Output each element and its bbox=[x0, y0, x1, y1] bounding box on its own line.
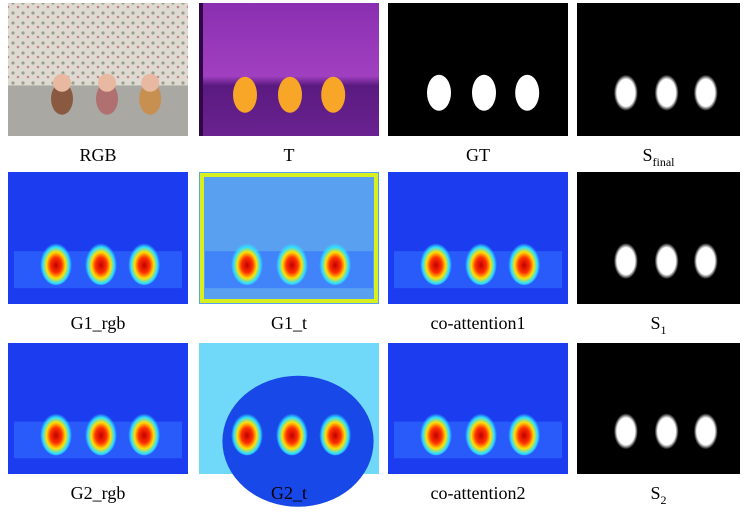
image bbox=[577, 3, 740, 136]
heat-blob bbox=[319, 241, 351, 285]
image-bg bbox=[199, 3, 379, 136]
figure-head bbox=[98, 74, 116, 92]
heat-blob bbox=[85, 241, 117, 285]
image bbox=[388, 343, 568, 474]
image bbox=[8, 3, 188, 136]
caption-text: T bbox=[284, 145, 295, 165]
object-mask bbox=[614, 75, 638, 111]
object-mask bbox=[694, 243, 718, 279]
image bbox=[8, 172, 188, 304]
object-mask bbox=[472, 75, 496, 111]
object-mask bbox=[614, 243, 638, 279]
heat-blob bbox=[420, 411, 452, 455]
figure: RGBTGTSfinalG1_rgbG1_tco-attention1S1G2_… bbox=[0, 0, 747, 514]
heat-blob bbox=[276, 411, 308, 455]
heat-blob bbox=[420, 241, 452, 285]
heat-blob bbox=[276, 241, 308, 285]
object-mask bbox=[427, 75, 451, 111]
image bbox=[388, 172, 568, 304]
image bbox=[577, 172, 740, 304]
heat-blob bbox=[231, 411, 263, 455]
image bbox=[8, 343, 188, 474]
caption: RGB bbox=[79, 145, 116, 165]
image-bg bbox=[577, 172, 740, 304]
caption: co-attention2 bbox=[431, 483, 526, 503]
hot-object bbox=[233, 77, 257, 113]
caption: S2 bbox=[650, 483, 666, 507]
heat-blob bbox=[508, 241, 540, 285]
caption-text: G1_rgb bbox=[71, 313, 126, 333]
caption-text: G1_t bbox=[271, 313, 307, 333]
image bbox=[388, 3, 568, 136]
caption: G2_rgb bbox=[71, 483, 126, 503]
heat-blob bbox=[231, 241, 263, 285]
image-bg bbox=[577, 343, 740, 474]
caption-text: G2_t bbox=[271, 483, 307, 503]
object-mask bbox=[515, 75, 539, 111]
caption-text: S bbox=[650, 483, 660, 503]
heat-blob bbox=[85, 411, 117, 455]
image bbox=[199, 3, 379, 136]
object-mask bbox=[694, 75, 718, 111]
caption-subscript: 2 bbox=[661, 493, 667, 507]
heat-blob bbox=[40, 241, 72, 285]
heat-blob bbox=[40, 411, 72, 455]
caption: co-attention1 bbox=[431, 313, 526, 333]
caption-text: co-attention1 bbox=[431, 313, 526, 333]
figure-head bbox=[53, 74, 71, 92]
object-mask bbox=[655, 413, 679, 449]
image bbox=[577, 343, 740, 474]
object-mask bbox=[694, 413, 718, 449]
object-mask bbox=[655, 243, 679, 279]
caption-text: G2_rgb bbox=[71, 483, 126, 503]
caption-subscript: final bbox=[653, 155, 676, 169]
caption: Sfinal bbox=[642, 145, 675, 169]
heat-blob bbox=[508, 411, 540, 455]
heat-blob bbox=[465, 411, 497, 455]
caption-text: co-attention2 bbox=[431, 483, 526, 503]
caption-text: GT bbox=[466, 145, 490, 165]
heat-blob bbox=[128, 411, 160, 455]
caption-subscript: 1 bbox=[661, 323, 667, 337]
edge bbox=[199, 3, 203, 136]
object-mask bbox=[614, 413, 638, 449]
object-mask bbox=[655, 75, 679, 111]
caption: S1 bbox=[650, 313, 666, 337]
caption: G1_rgb bbox=[71, 313, 126, 333]
caption: G1_t bbox=[271, 313, 307, 333]
image bbox=[199, 172, 379, 304]
caption-text: S bbox=[642, 145, 652, 165]
image-bg bbox=[577, 3, 740, 136]
caption: T bbox=[284, 145, 295, 165]
hot-object bbox=[321, 77, 345, 113]
caption: G2_t bbox=[271, 483, 307, 503]
caption-text: RGB bbox=[79, 145, 116, 165]
caption-text: S bbox=[650, 313, 660, 333]
heat-blob bbox=[465, 241, 497, 285]
heat-blob bbox=[128, 241, 160, 285]
image-bg bbox=[388, 3, 568, 136]
hot-object bbox=[278, 77, 302, 113]
heat-blob bbox=[319, 411, 351, 455]
figure-head bbox=[141, 74, 159, 92]
caption: GT bbox=[466, 145, 490, 165]
